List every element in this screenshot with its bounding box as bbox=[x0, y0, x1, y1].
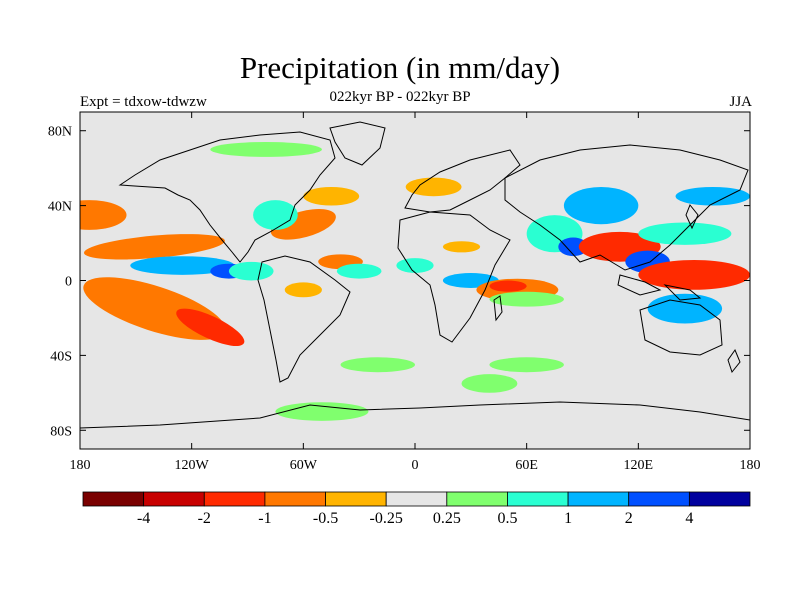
anomaly-region bbox=[80, 200, 127, 230]
experiment-label: Expt = tdxow-tdwzw bbox=[80, 94, 207, 110]
anomaly-region bbox=[396, 258, 434, 273]
colorbar-swatch bbox=[507, 491, 569, 507]
colorbar-label: 2 bbox=[625, 510, 633, 527]
colorbar-label: -4 bbox=[137, 510, 150, 527]
plot-subtitle: 022kyr BP - 022kyr BP bbox=[329, 89, 471, 105]
x-tick-label: 120E bbox=[624, 458, 654, 473]
x-tick-label: 60E bbox=[515, 458, 538, 473]
colorbar-label: -0.5 bbox=[313, 510, 338, 527]
anomaly-region bbox=[558, 237, 589, 257]
x-tick-label: 180 bbox=[70, 458, 91, 473]
anomaly-region bbox=[130, 256, 235, 275]
y-tick-label: 0 bbox=[65, 275, 72, 290]
colorbar-swatch bbox=[567, 491, 630, 507]
x-tick-label: 0 bbox=[412, 458, 419, 473]
colorbar-label: -1 bbox=[258, 510, 271, 527]
anomaly-region bbox=[336, 263, 382, 279]
y-tick-label: 80N bbox=[48, 125, 72, 140]
colorbar-swatch bbox=[203, 491, 266, 507]
anomaly-region bbox=[176, 308, 245, 347]
colorbar-swatch bbox=[385, 491, 448, 507]
anomaly-region bbox=[489, 357, 564, 373]
colorbar-label: -0.25 bbox=[370, 510, 403, 527]
anomaly-region bbox=[340, 357, 415, 373]
anomaly-region bbox=[675, 186, 750, 206]
anomaly-region bbox=[647, 293, 723, 324]
colorbar: -4 -2 -1 -0.5 -0.25 0.25 0.5 1 2 4 bbox=[82, 491, 751, 527]
colorbar-label: 0.25 bbox=[433, 510, 461, 527]
anomaly-region bbox=[228, 261, 274, 281]
anomaly-region bbox=[489, 280, 527, 292]
coastlines bbox=[80, 121, 750, 429]
anomaly-region bbox=[303, 186, 360, 206]
season-label: JJA bbox=[729, 94, 752, 110]
anomaly-region bbox=[461, 374, 518, 393]
anomaly-region bbox=[253, 200, 298, 230]
colorbar-swatch bbox=[143, 491, 205, 507]
anomaly-region bbox=[83, 234, 225, 260]
anomaly-region bbox=[284, 282, 322, 298]
colorbar-swatch bbox=[264, 491, 326, 507]
anomaly-region bbox=[638, 222, 732, 245]
colorbar-label: 0.5 bbox=[497, 510, 517, 527]
anomaly-region bbox=[563, 187, 639, 225]
plot-title: Precipitation (in mm/day) bbox=[239, 50, 561, 85]
anomaly-field bbox=[80, 142, 750, 421]
y-tick-label: 80S bbox=[50, 424, 72, 439]
anomaly-region bbox=[638, 259, 750, 290]
anomaly-region bbox=[210, 142, 322, 157]
colorbar-swatch bbox=[688, 491, 751, 507]
colorbar-label: 1 bbox=[564, 510, 572, 527]
y-tick-label: 40N bbox=[48, 200, 72, 215]
colorbar-swatch bbox=[628, 491, 690, 507]
anomaly-region bbox=[442, 241, 481, 253]
colorbar-label: -2 bbox=[198, 510, 211, 527]
anomaly-region bbox=[405, 177, 462, 197]
axis-ticks: 180 120W 60W 0 60E 120E 180 80N 40N 0 40S 80S bbox=[48, 112, 761, 473]
colorbar-swatch bbox=[82, 491, 145, 507]
anomaly-region bbox=[489, 291, 564, 307]
colorbar-swatch bbox=[325, 491, 387, 507]
x-tick-label: 180 bbox=[740, 458, 761, 473]
colorbar-swatch bbox=[446, 491, 508, 507]
x-tick-label: 60W bbox=[290, 458, 318, 473]
x-tick-label: 120W bbox=[175, 458, 210, 473]
colorbar-label: 4 bbox=[685, 510, 693, 527]
anomaly-region bbox=[275, 402, 369, 421]
y-tick-label: 40S bbox=[50, 349, 72, 364]
